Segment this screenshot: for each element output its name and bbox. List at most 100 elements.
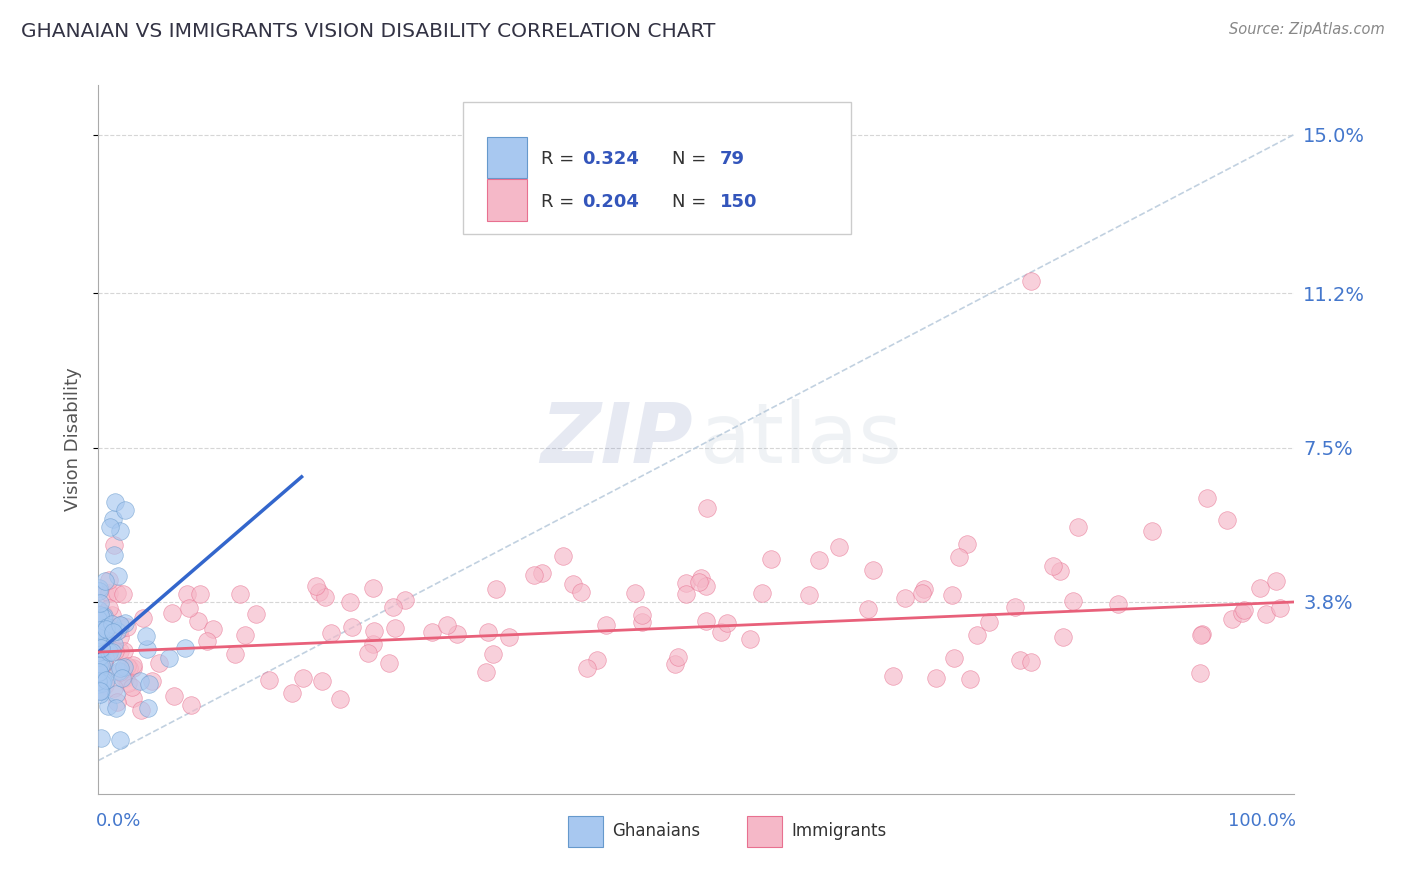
Point — [1107, 597, 1129, 611]
Point — [89, 687, 111, 701]
Point — [281, 686, 304, 700]
Point — [828, 540, 851, 554]
Text: R =: R = — [541, 150, 579, 169]
Point — [94, 587, 117, 601]
Point — [103, 538, 125, 552]
Point — [1049, 564, 1071, 578]
Point — [122, 691, 145, 706]
Point — [114, 616, 136, 631]
Point — [1019, 274, 1042, 288]
Point — [738, 632, 761, 646]
Point — [1264, 574, 1286, 589]
Point — [485, 582, 508, 596]
Point — [108, 661, 131, 675]
Point — [675, 587, 697, 601]
Point — [477, 625, 499, 640]
Point — [716, 615, 738, 630]
Point — [498, 630, 520, 644]
Point — [378, 656, 401, 670]
Text: GHANAIAN VS IMMIGRANTS VISION DISABILITY CORRELATION CHART: GHANAIAN VS IMMIGRANTS VISION DISABILITY… — [21, 22, 716, 41]
Point — [361, 637, 384, 651]
Point — [90, 661, 112, 675]
Point — [112, 644, 135, 658]
Text: ZIP: ZIP — [540, 399, 692, 480]
Point — [93, 640, 115, 655]
Point — [94, 574, 117, 589]
Point — [105, 586, 128, 600]
Point — [1233, 603, 1256, 617]
Point — [87, 648, 110, 663]
FancyBboxPatch shape — [486, 136, 527, 178]
Point — [329, 692, 352, 706]
Point — [381, 599, 404, 614]
Point — [195, 633, 218, 648]
Point — [1191, 628, 1213, 642]
Point — [87, 672, 110, 686]
Point — [100, 617, 122, 632]
Point — [668, 650, 690, 665]
Point — [93, 610, 115, 624]
Point — [91, 674, 114, 689]
Point — [1220, 612, 1243, 626]
Point — [90, 640, 112, 655]
Point — [862, 564, 884, 578]
Point — [89, 613, 111, 627]
Y-axis label: Vision Disability: Vision Disability — [65, 368, 83, 511]
Point — [136, 701, 159, 715]
Point — [97, 641, 120, 656]
Point — [1052, 630, 1074, 644]
Point — [89, 614, 111, 628]
Point — [523, 568, 546, 582]
Point — [87, 650, 110, 665]
Point — [925, 672, 948, 686]
Point — [96, 673, 118, 688]
Point — [97, 574, 120, 588]
Point — [245, 607, 267, 621]
Point — [96, 622, 118, 636]
Point — [87, 648, 110, 662]
Text: Source: ZipAtlas.com: Source: ZipAtlas.com — [1229, 22, 1385, 37]
Point — [1195, 491, 1218, 506]
Point — [91, 671, 114, 685]
Point — [339, 595, 361, 609]
Point — [695, 614, 717, 628]
Point — [160, 606, 183, 620]
FancyBboxPatch shape — [486, 179, 527, 221]
Point — [121, 661, 143, 675]
Point — [111, 587, 134, 601]
Point — [132, 611, 155, 625]
Point — [110, 665, 132, 679]
Point — [475, 665, 498, 679]
Point — [966, 628, 988, 642]
Point — [118, 661, 141, 675]
Point — [90, 684, 112, 698]
Point — [105, 687, 128, 701]
Text: R =: R = — [541, 193, 579, 211]
Point — [104, 495, 127, 509]
Point — [163, 689, 186, 703]
Point — [89, 639, 111, 653]
Point — [87, 583, 110, 598]
Point — [108, 732, 131, 747]
Point — [89, 634, 111, 648]
Point — [97, 699, 120, 714]
Point — [89, 596, 111, 610]
Point — [108, 618, 131, 632]
Point — [89, 669, 111, 683]
Point — [1062, 594, 1084, 608]
Point — [104, 644, 127, 658]
Point — [89, 644, 111, 658]
Point — [187, 615, 209, 629]
Point — [1019, 655, 1042, 669]
Point — [631, 615, 654, 629]
Point — [690, 572, 713, 586]
Point — [893, 591, 915, 605]
Point — [1140, 524, 1163, 539]
Point — [117, 676, 139, 690]
Point — [105, 624, 128, 638]
Point — [1256, 607, 1278, 621]
Point — [93, 651, 115, 665]
Point — [141, 673, 163, 688]
Point — [912, 582, 935, 596]
Point — [111, 671, 134, 685]
